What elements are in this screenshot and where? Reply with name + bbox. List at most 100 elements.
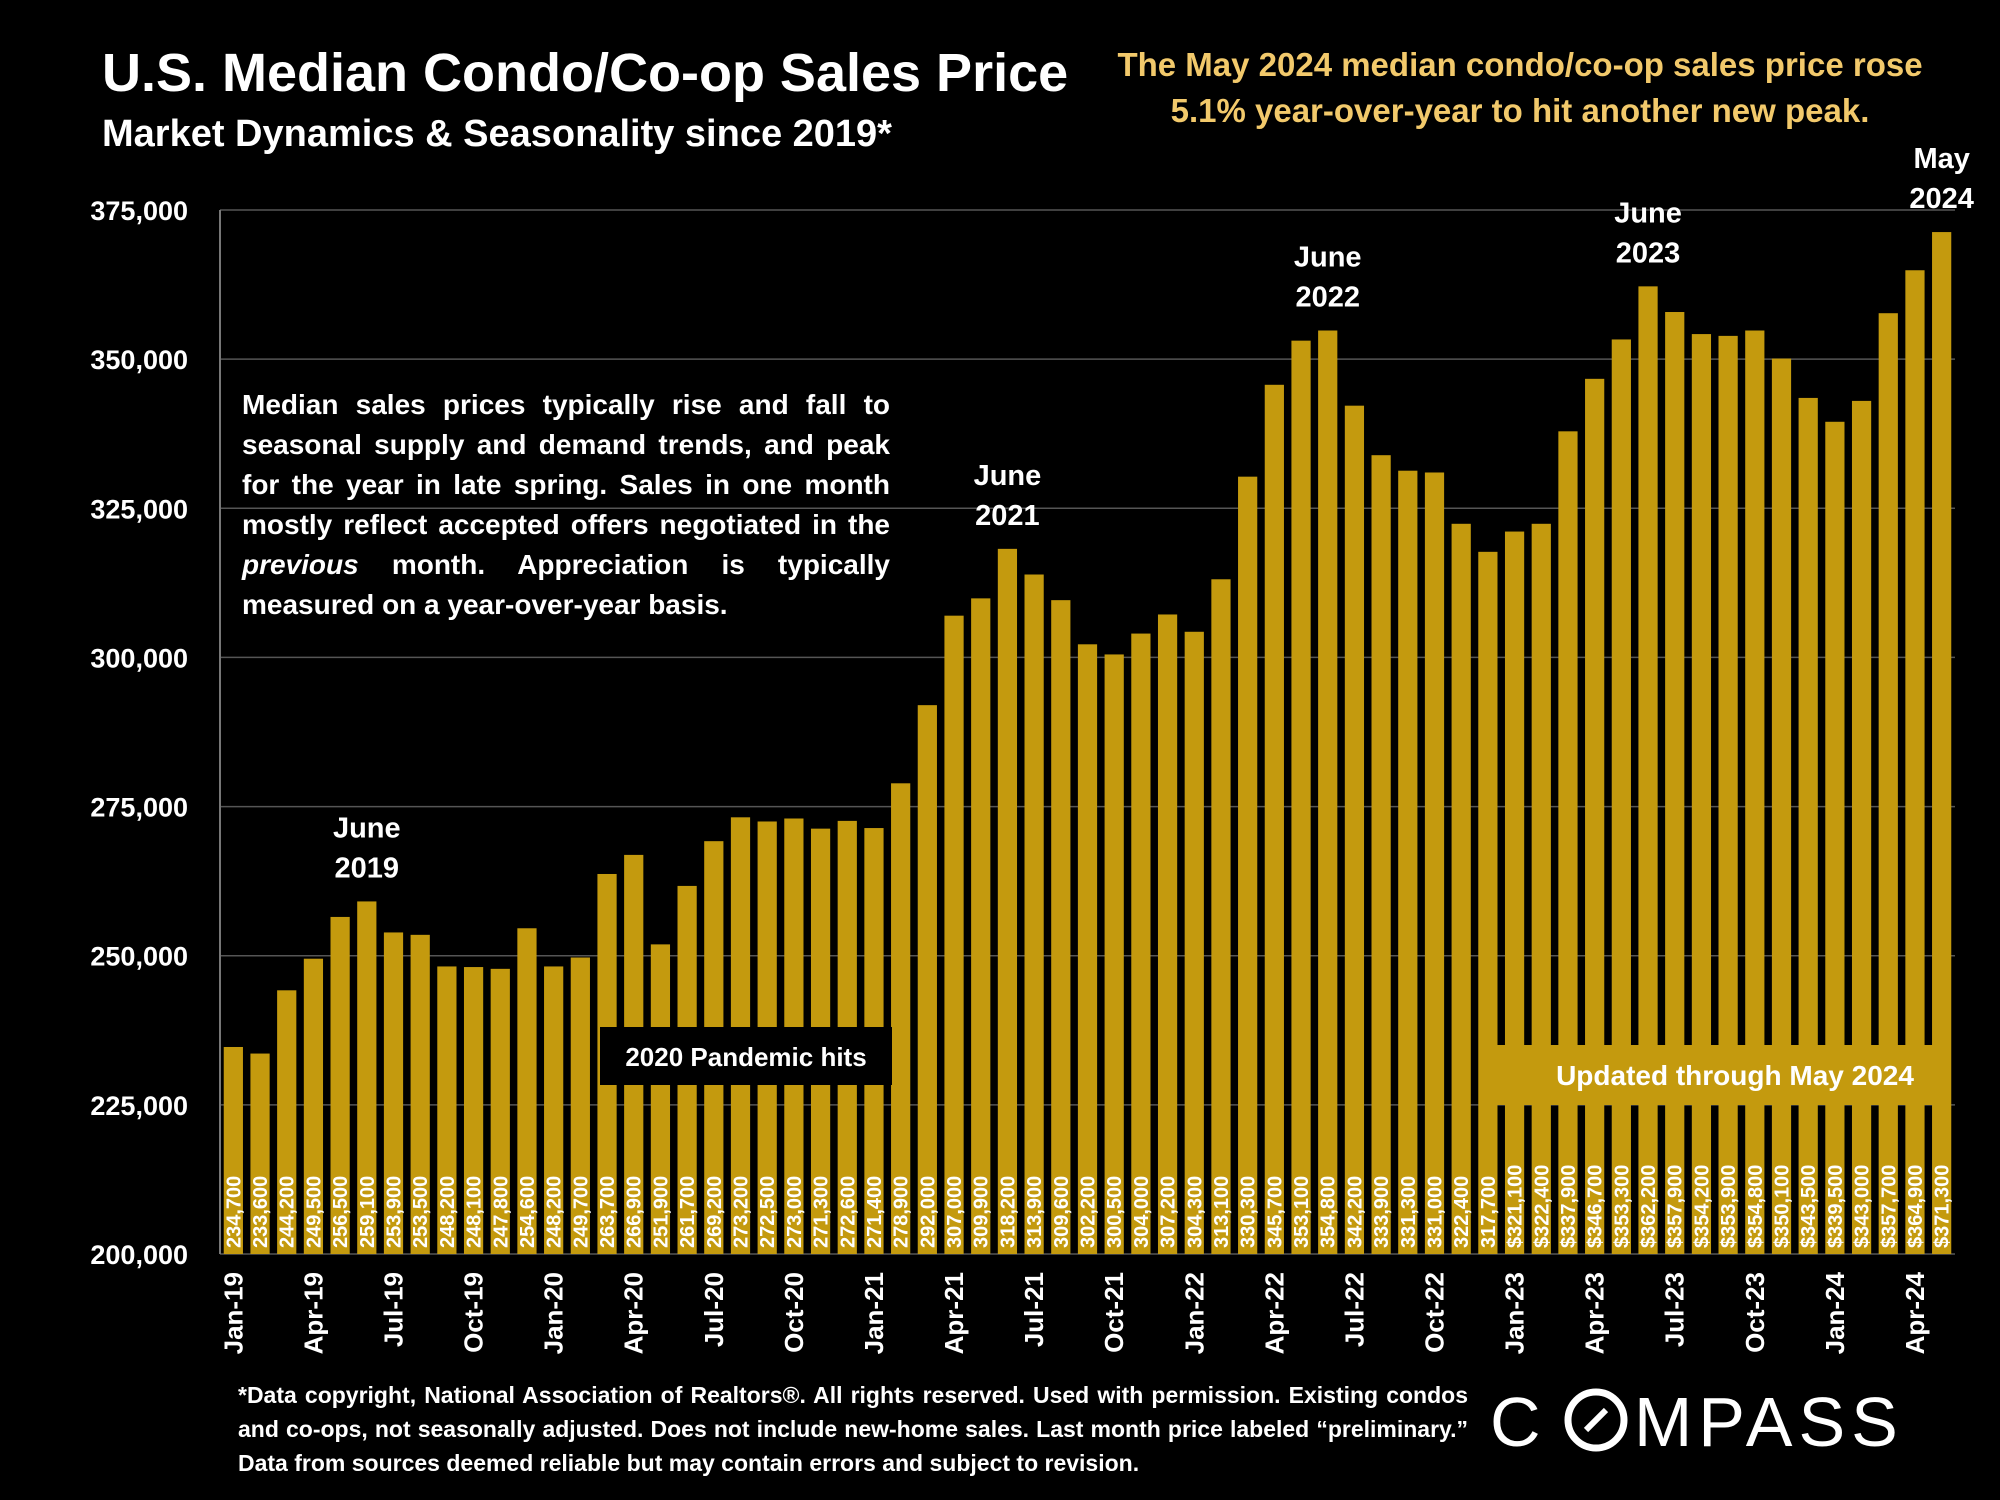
x-tick-label: Oct-21 <box>1099 1272 1129 1353</box>
bar <box>944 615 964 1254</box>
peak-annotation: 2022 <box>1295 282 1360 314</box>
bar <box>1238 476 1258 1254</box>
svg-text:MPASS: MPASS <box>1634 1383 1904 1458</box>
bar-value-label: 251,900 <box>650 1176 672 1248</box>
x-tick-label: Apr-19 <box>298 1272 328 1354</box>
y-tick-label: 250,000 <box>90 942 188 972</box>
peak-annotation: June <box>1294 242 1362 274</box>
bar-value-label: 248,200 <box>544 1176 566 1248</box>
bar-value-label: $337,900 <box>1558 1165 1580 1248</box>
peak-annotation: 2019 <box>335 852 400 884</box>
x-tick-label: Jan-21 <box>859 1272 889 1354</box>
bar-value-label: 233,600 <box>250 1176 272 1248</box>
bar <box>1184 631 1204 1254</box>
pandemic-callout-text: 2020 Pandemic hits <box>625 1042 866 1072</box>
y-tick-label: 350,000 <box>90 345 188 375</box>
bar <box>997 548 1018 1254</box>
bar <box>463 967 484 1254</box>
compass-logo-letters: C MPASS <box>1490 1383 1904 1458</box>
bar-value-label: $350,100 <box>1772 1165 1794 1248</box>
updated-callout-box <box>1480 1045 1950 1105</box>
bar-value-label: 309,900 <box>971 1176 993 1248</box>
x-tick-label: Jul-23 <box>1660 1272 1690 1347</box>
bar-value-label: 269,200 <box>704 1176 726 1248</box>
bar-value-label: $322,400 <box>1531 1165 1553 1248</box>
bar <box>1878 313 1898 1254</box>
bar <box>517 928 537 1254</box>
bar-value-label: 313,100 <box>1211 1176 1233 1248</box>
bar-value-label: 253,900 <box>384 1176 406 1248</box>
updated-callout-text: Updated through May 2024 <box>1556 1060 1914 1091</box>
bar <box>1798 397 1818 1254</box>
svg-text:C: C <box>1490 1383 1545 1458</box>
bar <box>1371 455 1391 1254</box>
headline-callout: The May 2024 median condo/co-op sales pr… <box>1117 46 1923 129</box>
bar <box>1131 633 1151 1254</box>
x-tick-label: Apr-21 <box>939 1272 969 1354</box>
bar-value-label: 244,200 <box>277 1176 299 1248</box>
bar-value-label: 345,700 <box>1264 1176 1286 1248</box>
bar <box>1264 384 1284 1255</box>
x-tick-label: Jan-22 <box>1179 1272 1209 1354</box>
x-tick-label: Apr-23 <box>1580 1272 1610 1354</box>
bar-value-label: 234,700 <box>223 1176 245 1248</box>
bar <box>223 1046 243 1254</box>
bar <box>1531 523 1551 1254</box>
bar-value-label: $364,900 <box>1905 1165 1927 1248</box>
bar-value-label: 307,000 <box>944 1176 966 1248</box>
bar <box>1077 644 1098 1254</box>
seasonality-note: Median sales prices typically rise and f… <box>242 385 890 625</box>
y-tick-label: 200,000 <box>90 1240 188 1270</box>
bar-value-label: 331,300 <box>1398 1176 1420 1248</box>
x-tick-label: Jul-22 <box>1339 1272 1369 1347</box>
peak-annotation: 2021 <box>975 500 1040 532</box>
bar-value-label: 333,900 <box>1371 1176 1393 1248</box>
bar-value-label: 249,500 <box>303 1176 325 1248</box>
bar <box>1745 330 1765 1254</box>
bar <box>1611 339 1631 1254</box>
bar <box>437 966 457 1254</box>
bar-value-label: 253,500 <box>410 1176 432 1248</box>
y-tick-label: 375,000 <box>90 196 188 226</box>
bar-value-label: $354,200 <box>1691 1165 1713 1248</box>
bar <box>917 705 937 1254</box>
x-tick-label: Apr-22 <box>1259 1272 1289 1354</box>
bar-value-label: 354,800 <box>1318 1176 1340 1248</box>
bar <box>1665 312 1685 1255</box>
bar-value-label: 247,800 <box>490 1176 512 1248</box>
bar <box>1585 378 1605 1254</box>
bar-value-label: $346,700 <box>1585 1165 1607 1248</box>
bar <box>1558 431 1578 1254</box>
bar <box>650 944 671 1254</box>
peak-annotation: 2023 <box>1616 237 1681 269</box>
bar-value-label: 273,000 <box>784 1176 806 1248</box>
y-tick-label: 325,000 <box>90 494 188 524</box>
x-tick-label: Jul-19 <box>379 1272 409 1347</box>
x-tick-label: Oct-20 <box>779 1272 809 1353</box>
note-text-part1: Median sales prices typically rise and f… <box>242 389 890 540</box>
bar <box>1024 574 1044 1254</box>
bar <box>1344 405 1365 1254</box>
x-tick-label: Oct-22 <box>1420 1272 1450 1353</box>
bar <box>570 957 590 1254</box>
bar <box>1771 358 1792 1255</box>
y-tick-label: 275,000 <box>90 793 188 823</box>
bar-value-label: 307,200 <box>1158 1176 1180 1248</box>
page-title: U.S. Median Condo/Co-op Sales Price <box>102 43 1069 103</box>
bar <box>277 990 297 1254</box>
bar <box>1851 400 1872 1255</box>
bar <box>1932 232 1952 1255</box>
bar <box>544 966 564 1254</box>
bar <box>1718 335 1738 1254</box>
bar <box>1157 614 1178 1254</box>
bar <box>1424 472 1445 1254</box>
x-tick-label: Apr-20 <box>619 1272 649 1354</box>
bar-value-label: 317,700 <box>1478 1176 1500 1248</box>
axis-layer: 200,000 225,000 250,000 275,000 300,000 325,0… <box>90 196 1930 1354</box>
bar-value-label: 248,200 <box>437 1176 459 1248</box>
bar <box>971 598 991 1254</box>
bar-value-label: 330,300 <box>1238 1176 1260 1248</box>
peak-annotation: June <box>333 812 401 844</box>
bar-value-label: 271,300 <box>811 1176 833 1248</box>
x-tick-label: Jan-20 <box>539 1272 569 1354</box>
